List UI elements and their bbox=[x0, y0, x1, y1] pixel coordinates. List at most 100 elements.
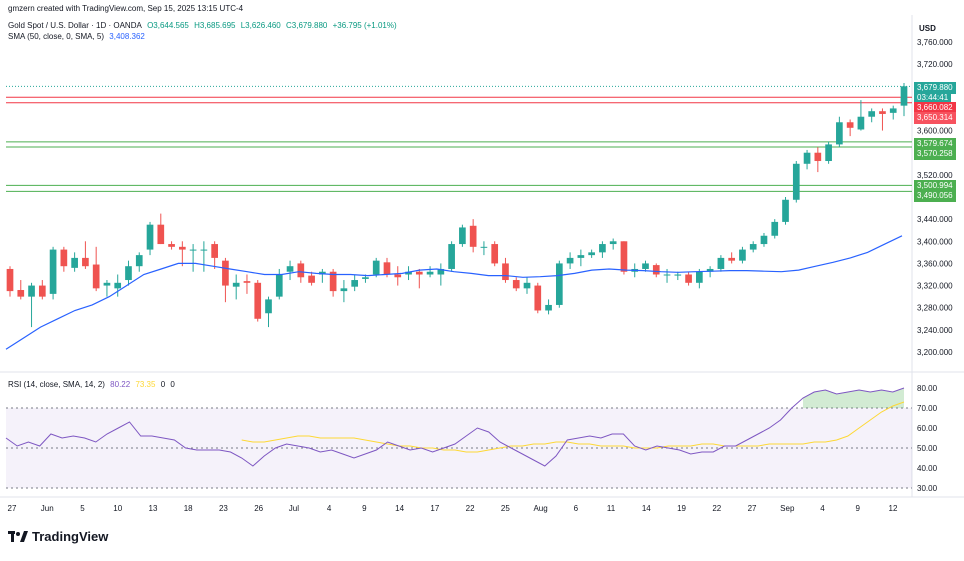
candle-body bbox=[168, 244, 175, 247]
rsi-tick-label: 70.00 bbox=[917, 404, 938, 413]
high-value: H3,685.695 bbox=[194, 21, 236, 30]
resistance-label-1: 3,660.082 bbox=[914, 102, 956, 114]
candle-body bbox=[275, 274, 283, 297]
currency-label[interactable]: USD bbox=[919, 24, 936, 33]
candle-body bbox=[394, 274, 402, 278]
time-tick-label: Jul bbox=[289, 504, 299, 513]
chart-credit: gmzern created with TradingView.com, Sep… bbox=[8, 4, 246, 13]
open-value: O3,644.565 bbox=[147, 21, 189, 30]
candle-body bbox=[351, 280, 359, 287]
candle-body bbox=[814, 152, 822, 162]
sma-value: 3,408.362 bbox=[109, 32, 145, 41]
candle-body bbox=[609, 241, 617, 245]
countdown-label: 03:44:41 bbox=[914, 92, 952, 104]
candle-body bbox=[825, 144, 832, 162]
candle-body bbox=[739, 249, 746, 261]
candle-body bbox=[706, 268, 714, 272]
rsi-header: RSI (14, close, SMA, 14, 2) 80.22 73.35 … bbox=[8, 380, 178, 389]
candle-body bbox=[92, 264, 100, 289]
candle-body bbox=[243, 281, 251, 283]
last-price-label: 3,679.880 bbox=[914, 82, 956, 94]
candle-body bbox=[663, 274, 671, 276]
candle-body bbox=[620, 241, 628, 272]
candle-body bbox=[6, 268, 14, 292]
rsi-sma-value: 73.35 bbox=[135, 380, 156, 389]
time-tick-label: 17 bbox=[430, 504, 439, 513]
tradingview-logo[interactable]: TradingView bbox=[8, 529, 108, 544]
support-label-2: 3,570.258 bbox=[914, 148, 956, 160]
time-tick-label: Sep bbox=[780, 504, 795, 513]
time-tick-label: 25 bbox=[501, 504, 510, 513]
close-value: C3,679.880 bbox=[286, 21, 328, 30]
rsi-line bbox=[5, 387, 905, 467]
candle-body bbox=[103, 282, 111, 286]
candle-body bbox=[437, 268, 445, 275]
candle-body bbox=[157, 224, 165, 245]
candle-body bbox=[792, 163, 800, 200]
rsi-extra-2: 0 bbox=[170, 380, 175, 389]
time-tick-label: 23 bbox=[219, 504, 228, 513]
time-tick-label: 13 bbox=[149, 504, 158, 513]
candle-body bbox=[448, 244, 455, 269]
candle-body bbox=[502, 263, 509, 281]
sma-line bbox=[5, 235, 903, 350]
rsi-label[interactable]: RSI (14, close, SMA, 14, 2) bbox=[8, 380, 105, 389]
candle-body bbox=[566, 257, 574, 264]
time-tick-label: 4 bbox=[820, 504, 825, 513]
rsi-tick-label: 40.00 bbox=[917, 464, 938, 473]
candle-body bbox=[340, 288, 348, 292]
candle-body bbox=[555, 263, 563, 305]
time-tick-label: 9 bbox=[856, 504, 861, 513]
time-tick-label: 14 bbox=[395, 504, 404, 513]
price-tick-label: 3,720.000 bbox=[917, 60, 953, 69]
price-tick-label: 3,360.000 bbox=[917, 259, 953, 268]
candle-body bbox=[200, 249, 208, 251]
support-label-4: 3,490.056 bbox=[914, 190, 956, 202]
price-tick-label: 3,760.000 bbox=[917, 38, 953, 47]
candle-body bbox=[545, 304, 552, 311]
candle-body bbox=[222, 260, 229, 286]
change-value: +36.795 (+1.01%) bbox=[332, 21, 397, 30]
candle-body bbox=[232, 282, 240, 287]
time-tick-label: 22 bbox=[712, 504, 721, 513]
candle-body bbox=[125, 266, 132, 281]
price-tick-label: 3,240.000 bbox=[917, 326, 953, 335]
time-tick-label: 19 bbox=[677, 504, 686, 513]
sma-header: SMA (50, close, 0, SMA, 5) 3,408.362 bbox=[8, 32, 148, 41]
candle-body bbox=[588, 252, 595, 256]
candle-body bbox=[329, 271, 337, 292]
price-tick-label: 3,200.000 bbox=[917, 348, 953, 357]
symbol-name[interactable]: Gold Spot / U.S. Dollar · 1D · OANDA bbox=[8, 21, 142, 30]
candle-body bbox=[38, 285, 46, 297]
candle-body bbox=[254, 282, 262, 319]
rsi-tick-label: 50.00 bbox=[917, 444, 938, 453]
rsi-value: 80.22 bbox=[110, 380, 131, 389]
time-tick-label: 11 bbox=[607, 504, 616, 513]
price-tick-label: 3,440.000 bbox=[917, 215, 953, 224]
price-tick-label: 3,520.000 bbox=[917, 171, 953, 180]
candle-body bbox=[426, 271, 434, 275]
ohlc-header: Gold Spot / U.S. Dollar · 1D · OANDA O3,… bbox=[8, 21, 400, 30]
candle-body bbox=[135, 255, 143, 267]
candle-body bbox=[577, 255, 585, 258]
candle-body bbox=[836, 122, 843, 145]
candle-body bbox=[889, 108, 897, 113]
time-tick-label: 27 bbox=[748, 504, 757, 513]
rsi-extra-1: 0 bbox=[160, 380, 166, 389]
candle-body bbox=[383, 262, 391, 275]
candle-body bbox=[114, 282, 122, 289]
time-tick-label: 12 bbox=[889, 504, 898, 513]
time-tick-label: 4 bbox=[327, 504, 332, 513]
time-tick-label: Jun bbox=[41, 504, 54, 513]
candle-body bbox=[846, 122, 854, 128]
price-tick-label: 3,600.000 bbox=[917, 127, 953, 136]
sma-label[interactable]: SMA (50, close, 0, SMA, 5) bbox=[8, 32, 105, 41]
candle-body bbox=[900, 86, 908, 106]
candle-body bbox=[415, 271, 423, 275]
time-tick-label: 9 bbox=[362, 504, 367, 513]
candle-body bbox=[857, 116, 865, 130]
time-tick-label: 14 bbox=[642, 504, 651, 513]
tradingview-logo-icon bbox=[8, 530, 28, 542]
credit-text: gmzern created with TradingView.com, Sep… bbox=[8, 4, 244, 13]
